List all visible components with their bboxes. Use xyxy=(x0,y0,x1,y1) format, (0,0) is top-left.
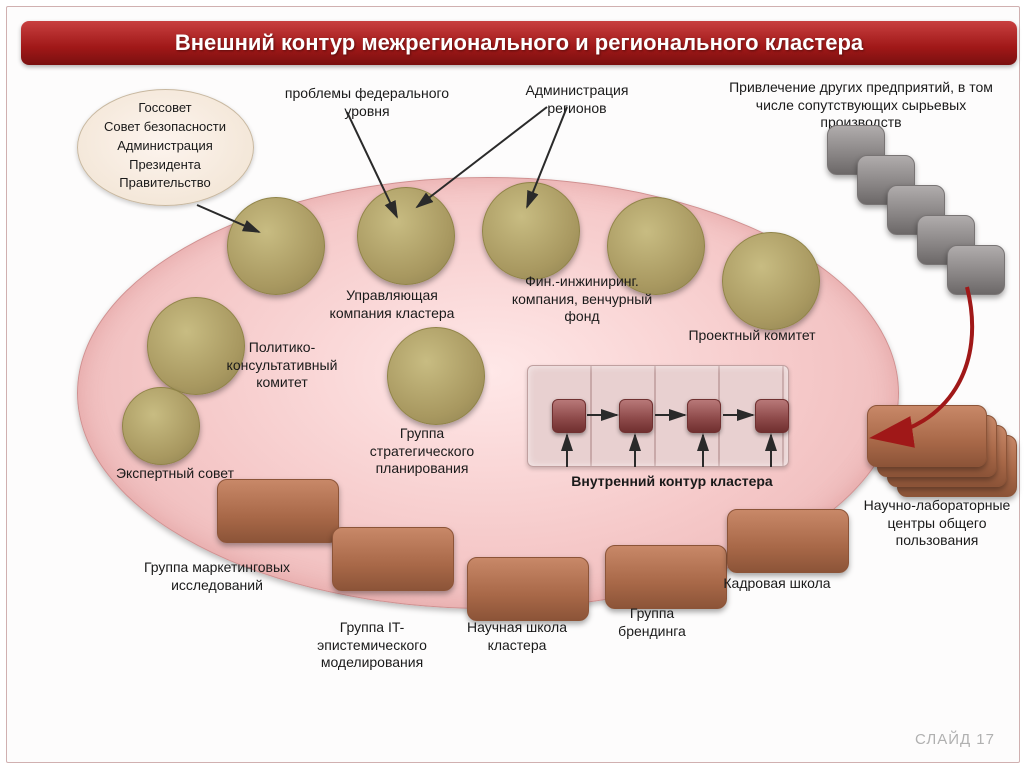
slide-footer: СЛАЙД 17 xyxy=(915,731,995,748)
ext-attract-label: Привлечение других предприятий, в том чи… xyxy=(717,79,1005,132)
c-upr xyxy=(227,197,325,295)
c-admin xyxy=(482,182,580,280)
admin-regions-label: Администрация регионов xyxy=(507,82,647,117)
marketing-label: Группа маркетинговых исследований xyxy=(142,559,292,594)
r-marketing xyxy=(217,479,339,543)
r-branding xyxy=(605,545,727,609)
slide-frame: Внешний контур межрегионального и регион… xyxy=(6,6,1020,763)
it-epist-label: Группа IT-эпистемического моделирования xyxy=(287,619,457,672)
gov-item: Правительство xyxy=(85,174,245,193)
expert-label: Экспертный совет xyxy=(115,465,235,483)
strat-plan-label: Группа стратегического планирования xyxy=(352,425,492,478)
slide-title: Внешний контур межрегионального и регион… xyxy=(175,30,863,56)
inner-chip xyxy=(755,399,789,433)
title-band: Внешний контур межрегионального и регион… xyxy=(21,21,1017,65)
labs-label: Научно-лабораторные центры общего пользо… xyxy=(857,497,1017,550)
fin-eng-label: Фин.-инжиниринг. компания, венчурный фон… xyxy=(507,273,657,326)
inner-chip xyxy=(687,399,721,433)
science-school-label: Научная школа кластера xyxy=(467,619,567,654)
inner-chip xyxy=(552,399,586,433)
inner-chip xyxy=(619,399,653,433)
c-proj xyxy=(722,232,820,330)
inner-contour-label: Внутренний контур кластера xyxy=(567,473,777,491)
upr-company-label: Управляющая компания кластера xyxy=(322,287,462,322)
proj-comm-label: Проектный комитет xyxy=(687,327,817,345)
branding-label: Группа брендинга xyxy=(602,605,702,640)
polit-cons-label: Политико-консультативный комитет xyxy=(207,339,357,392)
hr-school-label: Кадровая школа xyxy=(722,575,832,593)
c-strat xyxy=(387,327,485,425)
gov-item: Совет безопасности xyxy=(85,118,245,137)
gov-item: Администрация Президента xyxy=(85,137,245,175)
gov-items-label: Госсовет Совет безопасности Администраци… xyxy=(85,99,245,193)
r-science xyxy=(467,557,589,621)
c-fin xyxy=(357,187,455,285)
fed-problems-label: проблемы федерального уровня xyxy=(282,85,452,120)
c-expert xyxy=(122,387,200,465)
gov-item: Госсовет xyxy=(85,99,245,118)
r-hr xyxy=(727,509,849,573)
r-it xyxy=(332,527,454,591)
